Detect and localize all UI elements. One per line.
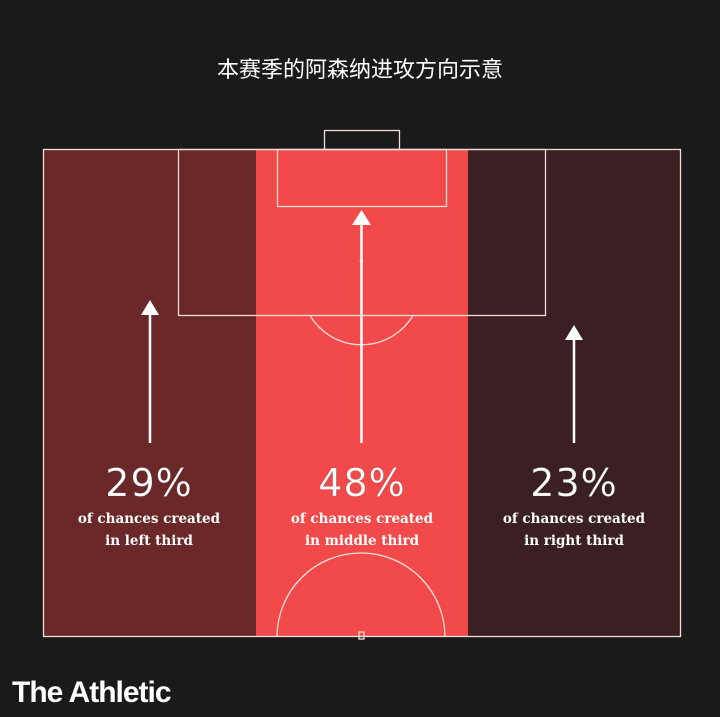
middle-percent: 48% [318, 461, 406, 506]
center-spot [358, 631, 365, 640]
center-circle [276, 552, 446, 638]
middle-arrow-head [352, 210, 371, 225]
middle-desc-line1: of chances created [290, 511, 434, 527]
chart-title: 本赛季的阿森纳进攻方向示意 [216, 58, 503, 83]
goal [323, 129, 401, 151]
middle-third-stat: 48% of chances created in middle third [256, 458, 468, 552]
right-arrow-head [565, 325, 583, 340]
right-percent: 23% [530, 461, 618, 506]
six-yard-box [276, 148, 448, 208]
right-desc-line1: of chances created [502, 511, 646, 527]
left-percent: 29% [105, 461, 193, 506]
right-desc-line2: in right third [524, 533, 624, 549]
middle-desc-line2: in middle third [304, 533, 420, 549]
the-athletic-logo: The Athletic [12, 676, 172, 709]
left-third-stat: 29% of chances created in left third [43, 458, 255, 552]
left-desc-line2: in left third [105, 533, 193, 549]
left-arrow-head [141, 300, 159, 315]
right-third-stat: 23% of chances created in right third [468, 458, 680, 552]
left-desc-line1: of chances created [77, 511, 221, 527]
